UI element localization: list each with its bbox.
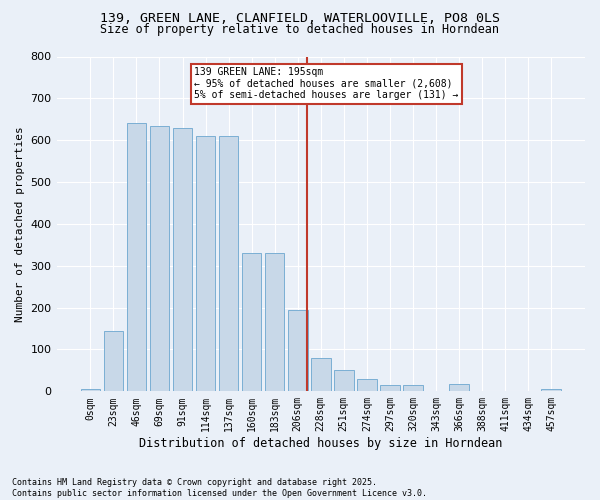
Bar xyxy=(219,136,238,392)
Y-axis label: Number of detached properties: Number of detached properties xyxy=(15,126,25,322)
X-axis label: Distribution of detached houses by size in Horndean: Distribution of detached houses by size … xyxy=(139,437,502,450)
Bar xyxy=(265,253,284,392)
Bar xyxy=(357,379,377,392)
Bar xyxy=(288,310,308,392)
Bar xyxy=(334,370,353,392)
Text: Contains HM Land Registry data © Crown copyright and database right 2025.
Contai: Contains HM Land Registry data © Crown c… xyxy=(12,478,427,498)
Bar xyxy=(196,136,215,392)
Bar xyxy=(541,389,561,392)
Bar xyxy=(173,128,193,392)
Bar xyxy=(127,124,146,392)
Bar xyxy=(311,358,331,392)
Bar xyxy=(449,384,469,392)
Bar xyxy=(149,126,169,392)
Text: Size of property relative to detached houses in Horndean: Size of property relative to detached ho… xyxy=(101,22,499,36)
Bar xyxy=(242,253,262,392)
Text: 139, GREEN LANE, CLANFIELD, WATERLOOVILLE, PO8 0LS: 139, GREEN LANE, CLANFIELD, WATERLOOVILL… xyxy=(100,12,500,26)
Text: 139 GREEN LANE: 195sqm
← 95% of detached houses are smaller (2,608)
5% of semi-d: 139 GREEN LANE: 195sqm ← 95% of detached… xyxy=(194,67,458,100)
Bar xyxy=(104,330,123,392)
Bar xyxy=(380,385,400,392)
Bar xyxy=(403,385,423,392)
Bar xyxy=(80,389,100,392)
